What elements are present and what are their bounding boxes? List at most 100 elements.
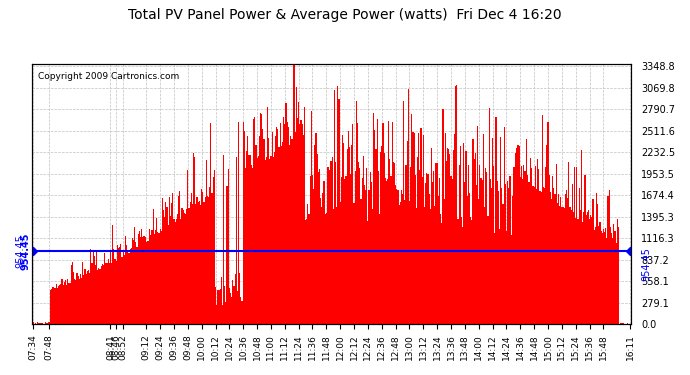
Bar [195,204,197,324]
Bar [591,217,593,324]
Bar [627,323,629,324]
Bar [132,238,133,324]
Bar [142,237,144,324]
Bar [393,162,394,324]
Bar [133,240,134,324]
Bar [417,157,418,324]
Bar [365,190,366,324]
Bar [589,219,590,324]
Bar [57,288,58,324]
Bar [56,284,57,324]
Bar [118,248,119,324]
Bar [470,217,471,324]
Bar [207,196,208,324]
Bar [166,207,168,324]
Bar [576,166,578,324]
Bar [223,155,224,324]
Bar [433,171,434,324]
Bar [313,189,314,324]
Bar [546,145,547,324]
Bar [493,166,494,324]
Bar [168,225,169,324]
Bar [302,124,303,324]
Bar [394,164,395,324]
Bar [483,134,484,324]
Bar [179,191,180,324]
Bar [406,141,408,324]
Bar [362,178,363,324]
Bar [620,323,621,324]
Bar [299,124,300,324]
Bar [371,182,372,324]
Bar [298,102,299,324]
Bar [83,275,84,324]
Bar [549,174,550,324]
Bar [375,149,377,324]
Bar [621,323,622,324]
Bar [204,197,206,324]
Bar [226,186,228,324]
Bar [80,274,81,324]
Bar [149,228,150,324]
Bar [169,197,170,324]
Bar [152,209,154,324]
Bar [173,219,175,324]
Bar [51,289,52,324]
Bar [130,248,132,324]
Bar [162,198,163,324]
Bar [190,193,192,324]
Bar [404,200,406,324]
Bar [351,146,353,324]
Bar [495,117,497,324]
Bar [622,323,624,324]
Bar [537,159,538,324]
Bar [94,256,95,324]
Bar [597,204,598,324]
Text: Total PV Panel Power & Average Power (watts)  Fri Dec 4 16:20: Total PV Panel Power & Average Power (wa… [128,8,562,21]
Bar [155,230,156,324]
Bar [614,231,615,324]
Bar [243,122,244,324]
Bar [184,213,185,324]
Bar [432,182,433,324]
Bar [528,182,529,324]
Bar [490,179,491,324]
Bar [268,138,269,324]
Bar [335,162,336,324]
Bar [492,138,493,324]
Bar [485,168,486,324]
Bar [148,241,149,324]
Bar [255,146,257,324]
Bar [336,207,337,324]
Bar [512,196,513,324]
Bar [410,166,411,324]
Bar [521,166,522,324]
Bar [579,188,580,324]
Bar [462,227,463,324]
Bar [228,169,229,324]
Bar [260,113,261,324]
Bar [581,150,582,324]
Bar [216,305,217,324]
Bar [219,289,221,324]
Bar [312,175,313,324]
Bar [565,194,566,324]
Bar [326,213,327,324]
Bar [477,126,478,324]
Bar [146,242,147,324]
Bar [331,161,332,324]
Bar [270,156,271,324]
Bar [476,185,477,324]
Bar [137,234,139,324]
Bar [274,152,275,324]
Bar [413,133,415,324]
Bar [154,234,155,324]
Bar [343,143,344,324]
Bar [84,269,86,324]
Bar [237,291,238,324]
Bar [363,156,364,324]
Bar [571,210,572,324]
Bar [396,189,397,324]
Bar [564,208,565,324]
Bar [567,198,569,324]
